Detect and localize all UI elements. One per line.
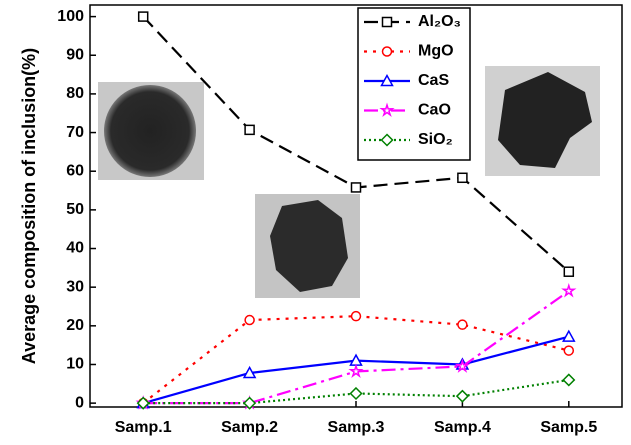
- marker: [136, 396, 150, 410]
- series-line: [143, 378, 569, 405]
- y-tick-label: 80: [66, 85, 84, 102]
- marker: [457, 172, 468, 184]
- marker: [381, 16, 393, 28]
- x-tick-label: Samp.2: [221, 419, 278, 436]
- marker: [244, 314, 255, 326]
- marker: [562, 329, 576, 342]
- marker: [562, 373, 576, 387]
- marker: [457, 319, 468, 330]
- series-line: [143, 290, 570, 405]
- y-tick-label: 60: [66, 162, 84, 179]
- y-tick-label: 0: [75, 394, 84, 411]
- marker: [242, 365, 257, 379]
- series-line: [142, 315, 570, 405]
- marker: [380, 133, 394, 147]
- y-tick-label: 40: [66, 240, 84, 257]
- x-tick-label: Samp.1: [115, 419, 172, 436]
- micrograph: [98, 82, 204, 180]
- legend-label: CaS: [418, 72, 449, 89]
- marker: [379, 102, 395, 118]
- marker: [243, 396, 257, 410]
- marker: [348, 363, 364, 378]
- micrograph: [255, 194, 360, 298]
- x-tick-label: Samp.4: [434, 419, 491, 436]
- marker: [137, 11, 149, 22]
- y-tick-label: 10: [66, 356, 84, 373]
- y-tick-label: 70: [66, 124, 84, 141]
- legend-label: MgO: [418, 43, 454, 60]
- marker: [349, 386, 363, 401]
- y-axis-label: Average composition of inclusion(%): [19, 48, 39, 364]
- y-tick-label: 50: [66, 201, 84, 218]
- y-tick-label: 20: [66, 317, 84, 334]
- marker: [561, 282, 577, 298]
- y-tick-label: 100: [57, 8, 84, 25]
- y-tick-label: 30: [66, 278, 84, 295]
- legend-label: Al₂O₃: [418, 13, 461, 30]
- marker: [563, 345, 575, 356]
- legend-label: SiO₂: [418, 131, 453, 148]
- marker: [244, 124, 255, 136]
- marker: [455, 389, 469, 403]
- marker: [380, 73, 394, 87]
- legend-box: [357, 7, 471, 161]
- micrograph: [485, 66, 600, 176]
- x-tick-label: Samp.3: [328, 419, 385, 436]
- marker: [381, 46, 393, 57]
- marker: [454, 358, 471, 373]
- legend-label: CaO: [418, 102, 451, 119]
- marker: [350, 182, 362, 193]
- x-tick-label: Samp.5: [540, 419, 597, 436]
- marker: [350, 310, 362, 322]
- marker: [563, 266, 575, 277]
- y-tick-label: 90: [66, 46, 84, 63]
